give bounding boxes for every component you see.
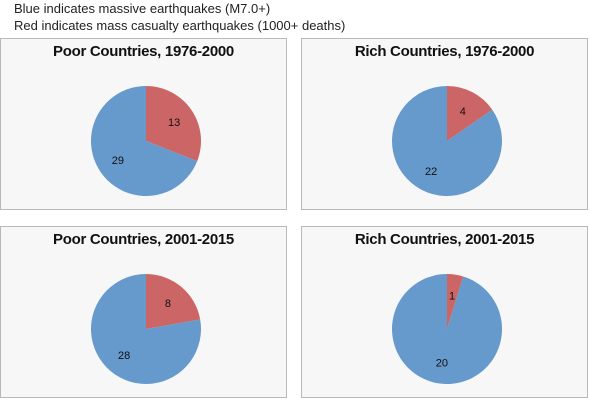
pie-slice (146, 274, 201, 329)
pie-slice (391, 86, 502, 196)
pie-slice-label: 1 (449, 290, 455, 302)
pie-slice-label: 22 (425, 166, 437, 178)
pie-slice-label: 28 (118, 350, 130, 362)
pie-slice (447, 86, 493, 141)
pie-chart: 8 28 (90, 274, 201, 384)
pie-slice (146, 86, 202, 162)
pie-title: Rich Countries, 2001-2015 (354, 231, 535, 248)
pie-title: Rich Countries, 1976-2000 (354, 43, 535, 60)
pie-slice (90, 274, 201, 384)
legend-red-text: Red indicates mass casualty earthquakes … (14, 18, 346, 33)
pie-chart: 13 29 (91, 86, 202, 196)
pie-chart: 4 22 (391, 86, 502, 196)
pie-panel-poor-2001-2015: Poor Countries, 2001-2015 8 28 (0, 226, 287, 398)
pie-panel-rich-2001-2015: Rich Countries, 2001-2015 1 20 (301, 226, 588, 398)
pie-slice-label: 29 (112, 155, 124, 167)
pie-title: Poor Countries, 1976-2000 (53, 43, 234, 60)
pie-slice-label: 8 (165, 298, 171, 310)
pie-slice (91, 86, 198, 196)
pie-title: Poor Countries, 2001-2015 (53, 231, 234, 248)
legend: Blue indicates massive earthquakes (M7.0… (14, 0, 345, 34)
legend-blue-text: Blue indicates massive earthquakes (M7.0… (14, 1, 271, 16)
pie-panel-rich-1976-2000: Rich Countries, 1976-2000 4 22 (301, 38, 588, 210)
pie-panel-poor-1976-2000: Poor Countries, 1976-2000 13 29 (0, 38, 287, 210)
pie-slice-label: 4 (460, 106, 466, 118)
pie-slice-label: 13 (168, 117, 180, 129)
pie-slice-label: 20 (436, 358, 448, 370)
pie-slice (392, 274, 503, 384)
pie-chart: 1 20 (392, 274, 503, 384)
pie-slice (447, 274, 464, 329)
